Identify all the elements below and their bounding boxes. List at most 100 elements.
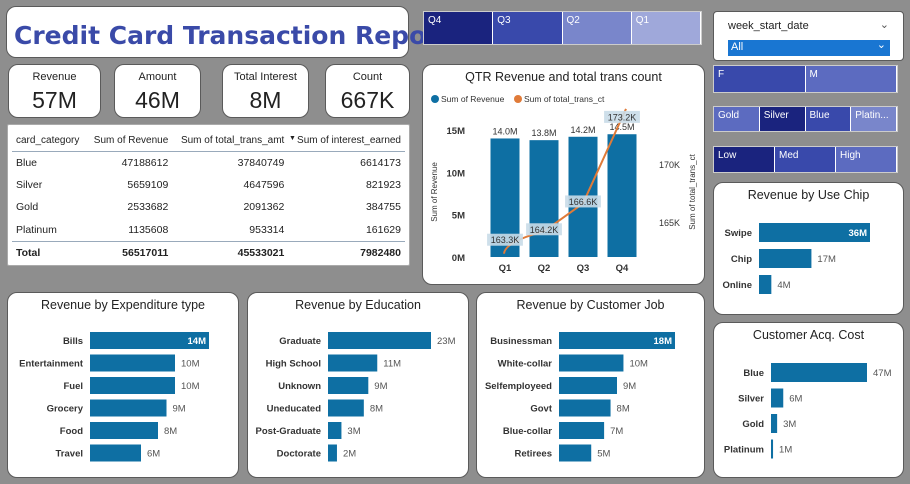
legend-marker: [431, 95, 439, 103]
data-label: 8M: [164, 426, 177, 437]
quarter-option[interactable]: Q1: [631, 12, 701, 44]
bar[interactable]: [771, 439, 774, 459]
income-option[interactable]: Low: [714, 147, 775, 172]
table-cell: 821923: [365, 178, 401, 191]
bar[interactable]: [771, 414, 778, 433]
kpi-revenue: Revenue 57M: [8, 64, 101, 118]
income-option[interactable]: High: [836, 147, 897, 172]
kpi-label: Revenue: [32, 71, 77, 83]
bar[interactable]: [559, 444, 592, 462]
data-label: 9M: [623, 381, 636, 392]
y2-tick-label: 165K: [659, 218, 680, 228]
bar[interactable]: [771, 363, 867, 382]
bar[interactable]: [328, 422, 342, 439]
col-header[interactable]: Sum of total_trans_amt: [172, 131, 289, 152]
y-tick-label: 10M: [447, 168, 466, 179]
category-label: Silver: [738, 394, 764, 405]
bar[interactable]: [559, 354, 624, 372]
quarter-option[interactable]: Q2: [562, 12, 632, 44]
income-option[interactable]: Med: [775, 147, 836, 172]
data-label: 14M: [188, 336, 207, 347]
kpi-count: Count 667K: [325, 64, 410, 118]
card-category-option[interactable]: Gold: [714, 107, 760, 131]
bar[interactable]: [90, 332, 209, 349]
category-label: Chip: [731, 254, 752, 265]
bar[interactable]: [328, 332, 431, 349]
qtr-chart-title: QTR Revenue and total trans count: [465, 70, 662, 84]
col-header[interactable]: card_category: [12, 131, 87, 152]
category-label: Businessman: [490, 336, 552, 347]
kpi-total-interest: Total Interest 8M: [222, 64, 309, 118]
col-header[interactable]: Sum of Revenue: [86, 131, 173, 152]
expenditure-chart: Bills 14M Entertainment 10M Fuel 10M Grocery 9M…: [19, 332, 209, 462]
category-label: Retirees: [515, 449, 553, 460]
bar[interactable]: [759, 223, 870, 242]
bar[interactable]: [90, 444, 141, 462]
quarter-option[interactable]: Q4: [424, 12, 494, 44]
bar[interactable]: [90, 377, 175, 394]
table-cell: 4647596: [243, 178, 285, 191]
data-label: 8M: [370, 404, 383, 415]
legend-label[interactable]: Sum of total_trans_ct: [524, 94, 605, 104]
data-label: 9M: [173, 404, 186, 415]
chevron-down-icon[interactable]: ⌄: [879, 19, 889, 31]
data-label: 47M: [873, 368, 892, 379]
data-table: card_category Sum of Revenue Sum of tota…: [12, 131, 405, 264]
card-category-option[interactable]: Blue: [805, 107, 852, 131]
bar[interactable]: [90, 354, 175, 372]
trans-count-label-bg: [565, 195, 601, 208]
gender-option[interactable]: F: [714, 66, 806, 92]
data-label: 10M: [181, 359, 200, 370]
table-row: Gold 2533682 2091362 384755: [12, 196, 405, 219]
card-category-option[interactable]: Silver: [759, 107, 806, 131]
bar[interactable]: [559, 422, 605, 439]
revenue-data-label: 14.5M: [609, 122, 634, 132]
data-label: 2M: [343, 449, 356, 460]
bar[interactable]: [328, 444, 337, 462]
bar[interactable]: [559, 332, 675, 349]
week-slicer-dropdown[interactable]: All ⌄: [728, 39, 890, 56]
bar[interactable]: [759, 249, 812, 268]
x-tick-label: Q1: [499, 263, 512, 274]
table-total-cell: 45533021: [172, 240, 289, 264]
revenue-bar[interactable]: [607, 134, 637, 257]
bar[interactable]: [559, 377, 617, 394]
bar[interactable]: [90, 399, 167, 417]
acq-cost-chart: Blue 47M Silver 6M Gold 3M Platinum 1M: [724, 363, 892, 459]
expenditure-title: Revenue by Expenditure type: [41, 298, 205, 312]
legend-label[interactable]: Sum of Revenue: [441, 94, 505, 104]
data-label: 3M: [347, 426, 360, 437]
kpi-value: 46M: [135, 87, 180, 113]
bar[interactable]: [328, 377, 369, 394]
card-category-slicer: Gold Silver Blue Platin...: [713, 106, 898, 132]
x-tick-label: Q4: [616, 263, 629, 274]
data-label: 23M: [437, 336, 456, 347]
table-cell: 384755: [365, 201, 401, 214]
table-total-cell: 7982480: [288, 240, 405, 264]
card-category-option[interactable]: Platin...: [851, 107, 897, 131]
table-cell: 2533682: [127, 201, 169, 214]
x-tick-label: Q3: [577, 263, 590, 274]
quarter-option[interactable]: Q3: [493, 12, 563, 44]
bar[interactable]: [759, 275, 772, 294]
qtr-chart: Sum of Revenue Sum of total_trans_ct 15M 10…: [430, 94, 697, 274]
bar[interactable]: [328, 399, 364, 417]
bar[interactable]: [90, 422, 158, 439]
kpi-value: 8M: [249, 87, 282, 113]
bar[interactable]: [328, 354, 378, 372]
gender-option[interactable]: M: [805, 66, 897, 92]
data-label: 3M: [783, 419, 796, 430]
revenue-bar[interactable]: [529, 140, 559, 257]
customer-job-card: Revenue by Customer Job Businessman 18M Wh…: [476, 292, 705, 478]
col-header[interactable]: Sum of interest_earned: [288, 131, 405, 152]
bar[interactable]: [771, 388, 784, 408]
data-label: 10M: [181, 381, 200, 392]
table-cell: 2091362: [243, 201, 285, 214]
table-cell: 161629: [365, 223, 401, 236]
data-label: 6M: [789, 394, 802, 405]
data-label: 1M: [779, 445, 792, 456]
customer-job-title: Revenue by Customer Job: [516, 298, 665, 312]
y-tick-label: 0M: [452, 253, 465, 264]
bar[interactable]: [559, 399, 611, 417]
category-label: White-collar: [498, 359, 553, 370]
